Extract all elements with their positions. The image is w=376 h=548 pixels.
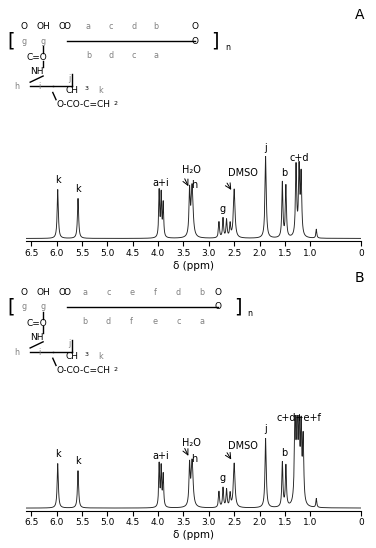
Text: g: g xyxy=(41,37,45,45)
Text: O: O xyxy=(59,288,66,297)
Text: ]: ] xyxy=(211,32,219,50)
Text: a+i: a+i xyxy=(153,178,170,188)
Text: c: c xyxy=(176,317,180,326)
Text: j: j xyxy=(68,339,70,349)
Text: NH: NH xyxy=(30,67,43,76)
Text: k: k xyxy=(55,175,61,185)
Text: OH: OH xyxy=(36,22,50,31)
Text: b: b xyxy=(83,317,88,326)
Text: k: k xyxy=(55,449,61,459)
Text: f: f xyxy=(153,288,156,297)
Text: B: B xyxy=(355,271,365,286)
Text: c: c xyxy=(131,51,136,60)
Text: j: j xyxy=(68,73,70,83)
Text: g: g xyxy=(21,302,26,311)
Text: d: d xyxy=(131,22,136,31)
Text: NH: NH xyxy=(30,333,43,342)
Text: 3: 3 xyxy=(85,352,89,357)
Text: DMSO: DMSO xyxy=(228,168,258,178)
Text: k: k xyxy=(98,86,103,95)
Text: [: [ xyxy=(8,298,15,316)
Text: n: n xyxy=(225,43,230,52)
Text: i: i xyxy=(39,82,41,91)
Text: C=O: C=O xyxy=(26,319,47,328)
Text: c: c xyxy=(109,22,113,31)
Text: O: O xyxy=(191,37,199,45)
X-axis label: δ (ppm): δ (ppm) xyxy=(173,530,214,540)
Text: j: j xyxy=(264,143,267,153)
Text: DMSO: DMSO xyxy=(228,441,258,451)
Text: a+i: a+i xyxy=(153,451,170,461)
Text: ]: ] xyxy=(234,298,241,316)
Text: O: O xyxy=(64,22,71,31)
Text: 2: 2 xyxy=(114,367,118,372)
Text: a: a xyxy=(199,317,204,326)
Text: h: h xyxy=(191,454,198,464)
Text: O: O xyxy=(214,288,221,297)
Text: 3: 3 xyxy=(85,87,89,92)
Text: a: a xyxy=(83,288,88,297)
Text: g: g xyxy=(21,37,26,45)
Text: g: g xyxy=(220,473,226,483)
Text: H₂O: H₂O xyxy=(182,164,202,174)
Text: g: g xyxy=(41,302,45,311)
Text: a: a xyxy=(86,22,91,31)
Text: g: g xyxy=(220,204,226,214)
Text: b: b xyxy=(199,288,204,297)
Text: d: d xyxy=(106,317,111,326)
Text: O: O xyxy=(20,22,27,31)
Text: i: i xyxy=(39,347,41,357)
Text: h: h xyxy=(15,82,20,91)
Text: CH: CH xyxy=(66,86,79,95)
Text: b: b xyxy=(86,51,91,60)
Text: O-CO-C=CH: O-CO-C=CH xyxy=(56,100,110,109)
Text: j: j xyxy=(264,424,267,435)
Text: OH: OH xyxy=(36,288,50,297)
Text: b: b xyxy=(154,22,159,31)
Text: 2: 2 xyxy=(114,101,118,106)
Text: h: h xyxy=(191,180,198,190)
Text: e: e xyxy=(153,317,158,326)
X-axis label: δ (ppm): δ (ppm) xyxy=(173,260,214,271)
Text: a: a xyxy=(154,51,159,60)
Text: A: A xyxy=(355,8,365,22)
Text: O: O xyxy=(20,288,27,297)
Text: [: [ xyxy=(8,32,15,50)
Text: CH: CH xyxy=(66,352,79,361)
Text: c: c xyxy=(106,288,111,297)
Text: O: O xyxy=(64,288,71,297)
Text: H₂O: H₂O xyxy=(182,438,202,448)
Text: k: k xyxy=(98,352,103,361)
Text: b: b xyxy=(281,448,287,458)
Text: k: k xyxy=(75,184,81,194)
Text: f: f xyxy=(130,317,133,326)
Text: O-CO-C=CH: O-CO-C=CH xyxy=(56,366,110,375)
Text: c+d+e+f: c+d+e+f xyxy=(277,413,321,423)
Text: c+d: c+d xyxy=(290,153,309,163)
Text: O: O xyxy=(214,302,221,311)
Text: b: b xyxy=(281,168,287,178)
Text: n: n xyxy=(247,309,253,317)
Text: O: O xyxy=(191,22,199,31)
Text: C=O: C=O xyxy=(26,53,47,62)
Text: O: O xyxy=(59,22,66,31)
Text: d: d xyxy=(108,51,114,60)
Text: h: h xyxy=(15,347,20,357)
Text: k: k xyxy=(75,456,81,466)
Text: d: d xyxy=(176,288,181,297)
Text: e: e xyxy=(129,288,134,297)
